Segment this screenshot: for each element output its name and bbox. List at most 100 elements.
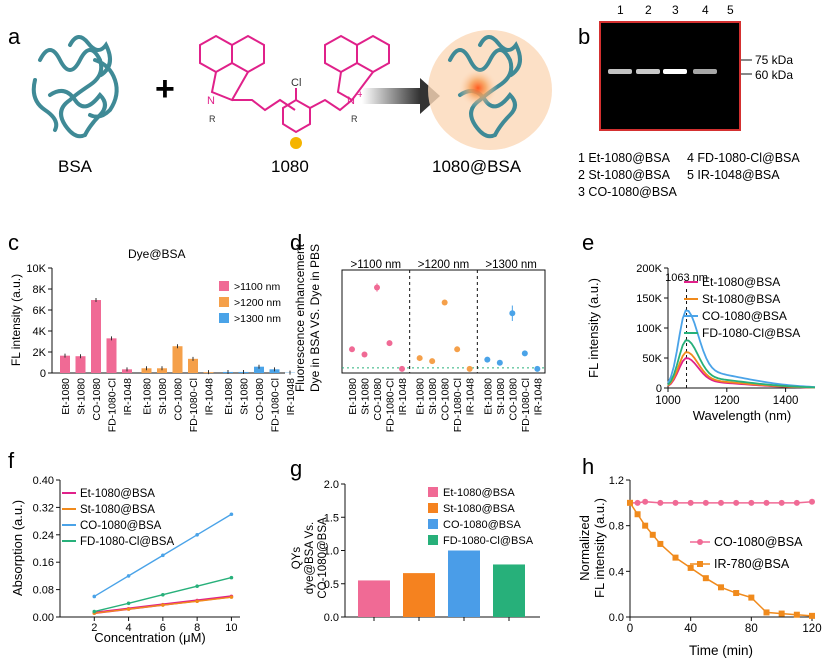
c-bar-0-1 <box>75 356 86 373</box>
f-y-tick-label: 0.00 <box>33 612 54 624</box>
e-x-tick-label: 1200 <box>714 395 740 407</box>
h-point-1-1 <box>634 511 641 518</box>
f-point-2-3 <box>195 533 199 537</box>
e-legend-label-1: St-1080@BSA <box>702 292 780 306</box>
h-y-label-0: Normalized <box>577 515 592 581</box>
d-point-0-3 <box>386 340 393 347</box>
d-plot-frame <box>341 269 546 374</box>
panel-letter-a: a <box>8 24 21 49</box>
complex-label: 1080@BSA <box>432 157 522 176</box>
h-point-0-4 <box>672 499 679 506</box>
gel-legend-1: 1 Et-1080@BSA <box>578 151 671 165</box>
d-x-tick-label: CO-1080 <box>372 378 384 421</box>
f-point-3-2 <box>161 592 165 597</box>
c-x-tick-label: FD-1080-Cl <box>107 378 119 432</box>
d-group-label-0: >1100 nm <box>351 259 402 271</box>
c-bar-0-0 <box>60 355 70 373</box>
c-x-tick-label: St-1080 <box>157 378 169 415</box>
d-x-tick-label: Et-1080 <box>347 378 359 415</box>
h-point-1-5 <box>672 554 679 561</box>
f-point-2-1 <box>126 574 131 578</box>
c-y-tick-label: 2K <box>33 347 47 359</box>
panel-letter-f: f <box>8 448 15 473</box>
d-x-tick-label: IR-1048 <box>532 378 544 416</box>
h-point-1-2 <box>642 522 649 529</box>
g-bar-0 <box>358 580 390 617</box>
h-point-0-7 <box>718 499 724 506</box>
f-x-label: Concentration (μM) <box>94 630 206 645</box>
h-point-0-3 <box>657 499 664 506</box>
d-x-tick-label: CO-1080 <box>440 378 452 421</box>
lane-label-5: 5 <box>727 3 734 17</box>
f-point-3-1 <box>126 601 131 606</box>
f-point-2-2 <box>161 553 165 558</box>
f-point-3-4 <box>229 575 234 580</box>
f-point-3-3 <box>195 584 199 588</box>
bsa-protein-illustration <box>31 35 119 139</box>
g-legend-label-0: Et-1080@BSA <box>443 487 515 499</box>
h-point-0-8 <box>733 499 740 506</box>
h-point-0-2 <box>642 498 649 505</box>
c-x-tick-label: St-1080 <box>76 378 88 415</box>
gel-legend-5: 5 IR-1048@BSA <box>687 168 780 182</box>
c-y-tick-label: 10K <box>26 263 46 275</box>
h-point-0-9 <box>748 499 755 506</box>
d-group-label-2: >1300 nm <box>485 259 536 271</box>
reaction-arrow <box>362 78 440 114</box>
d-point-1-2 <box>441 299 448 306</box>
h-point-0-5 <box>687 499 694 506</box>
h-point-1-13 <box>793 611 800 618</box>
e-x-label: Wavelength (nm) <box>693 408 792 423</box>
n-atom-left: N <box>207 95 215 107</box>
h-point-1-0 <box>627 499 633 506</box>
d-x-tick-label: FD-1080-Cl <box>452 378 464 432</box>
f-point-2-0 <box>92 594 97 599</box>
r-group-left: R <box>209 114 216 124</box>
f-legend-label-2: CO-1080@BSA <box>80 520 162 532</box>
f-x-tick-label: 8 <box>194 622 200 634</box>
panel-letter-d: d <box>290 230 302 255</box>
g-y-tick-label: 0.0 <box>324 612 339 624</box>
f-x-tick-label: 10 <box>225 622 237 634</box>
chart-f-absorption: 0.00 0.08 0.16 0.24 0.32 0.40 2 4 6 8 10 Concentrat… <box>10 475 240 645</box>
c-legend-label-1: >1200 nm <box>234 297 281 309</box>
c-x-tick-label: CO-1080 <box>173 378 185 421</box>
h-x-tick-label: 40 <box>684 623 697 635</box>
cl-atom: Cl <box>291 77 301 89</box>
g-legend-label-3: FD-1080-Cl@BSA <box>443 535 534 547</box>
e-y-tick-label: 200K <box>636 263 662 275</box>
d-point-0-2 <box>374 284 380 291</box>
e-legend-label-2: CO-1080@BSA <box>702 309 787 323</box>
c-x-tick-label: IR-1048 <box>204 378 216 416</box>
panel-letter-g: g <box>290 456 302 481</box>
d-x-tick-label: IR-1048 <box>465 378 477 416</box>
gel-band-lane-4 <box>693 69 717 74</box>
lane-label-3: 3 <box>672 3 679 17</box>
c-bar-2-2 <box>254 366 264 373</box>
f-y-tick-label: 0.40 <box>33 475 54 487</box>
panel-b: 1 2 3 4 5 75 kDa 60 kDa 1 Et-1080@BSA 2 St-1… <box>578 3 800 199</box>
h-x-label: Time (min) <box>689 643 753 658</box>
e-legend-label-3: FD-1080-Cl@BSA <box>702 326 800 340</box>
h-point-1-10 <box>748 594 755 601</box>
g-legend-swatch-2 <box>428 519 438 529</box>
d-x-tick-label: Et-1080 <box>415 378 427 415</box>
gel-band-lane-3 <box>663 69 687 74</box>
f-point-1-2 <box>161 603 165 607</box>
h-y-tick-label: 1.2 <box>609 475 624 487</box>
c-y-tick-label: 0 <box>40 368 46 380</box>
lane-label-4: 4 <box>702 3 709 17</box>
h-point-1-11 <box>763 609 770 616</box>
d-x-tick-label: St-1080 <box>360 378 372 415</box>
c-bar-1-1 <box>157 368 167 373</box>
e-x-tick-label: 1000 <box>655 395 681 407</box>
marker-75-label: 75 kDa <box>755 53 793 67</box>
g-legend-label-2: CO-1080@BSA <box>443 519 521 531</box>
g-y-label-1: dye@BSA Vs. <box>304 522 316 594</box>
d-y-label-0: Fluorescence enhancement <box>293 243 307 392</box>
f-y-tick-label: 0.32 <box>33 502 54 514</box>
h-point-1-14 <box>809 612 815 619</box>
d-x-tick-label: FD-1080-Cl <box>520 378 532 432</box>
e-series-line-2 <box>667 309 816 388</box>
